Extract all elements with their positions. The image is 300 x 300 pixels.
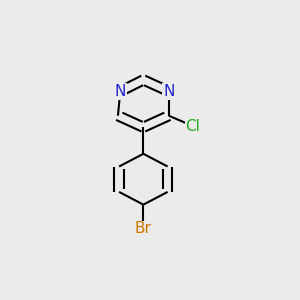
Text: N: N (115, 84, 126, 99)
Text: Br: Br (135, 221, 152, 236)
Text: N: N (163, 84, 175, 99)
Text: Cl: Cl (186, 118, 200, 134)
